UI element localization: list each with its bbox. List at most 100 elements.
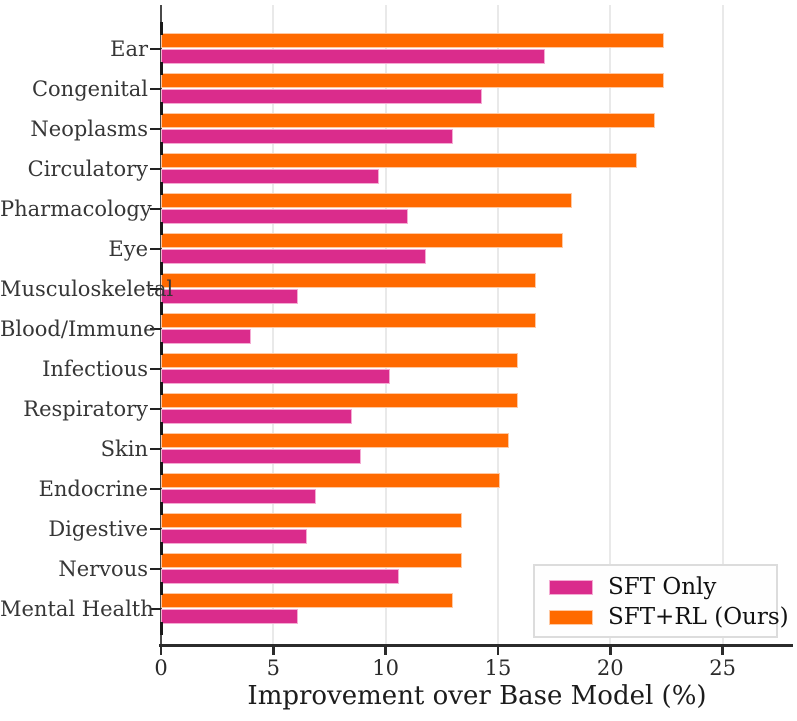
y-tick-endocrine — [150, 487, 161, 491]
x-tick-25 — [721, 647, 724, 655]
bar-sft-rl — [161, 233, 564, 248]
y-minor-tick — [159, 222, 163, 236]
category-label: Skin — [100, 436, 148, 461]
y-minor-tick — [159, 622, 163, 636]
y-tick-ear — [150, 47, 161, 51]
category-label: Eye — [108, 236, 148, 261]
bar-sft-rl — [161, 193, 573, 208]
bar-sft-only — [161, 569, 400, 584]
y-minor-tick — [159, 382, 163, 396]
category-label: Nervous — [58, 556, 148, 581]
bar-sft-only — [161, 169, 379, 184]
y-minor-tick — [159, 262, 163, 276]
bar-sft-only — [161, 529, 308, 544]
bar-sft-rl — [161, 313, 537, 328]
y-minor-tick — [159, 182, 163, 196]
x-axis-title: Improvement over Base Model (%) — [247, 681, 707, 711]
bar-sft-rl — [161, 113, 656, 128]
bar-sft-only — [161, 329, 251, 344]
bar-sft-rl — [161, 593, 454, 608]
x-axis-spine — [159, 644, 793, 647]
y-tick-nervous — [150, 567, 161, 571]
y-tick-eye — [150, 247, 161, 251]
y-minor-tick — [159, 102, 163, 116]
bar-sft-only — [161, 89, 483, 104]
legend-label-sft-only: SFT Only — [608, 574, 717, 600]
x-tick-20 — [609, 647, 612, 655]
bar-sft-only — [161, 209, 409, 224]
bar-sft-only — [161, 489, 316, 504]
x-tick-label: 25 — [709, 656, 736, 680]
bar-sft-only — [161, 369, 391, 384]
y-tick-digestive — [150, 527, 161, 531]
y-minor-tick — [159, 22, 163, 36]
x-tick-label: 15 — [484, 656, 512, 680]
category-label: Congenital — [31, 76, 148, 101]
bar-sft-rl — [161, 433, 510, 448]
bar-sft-rl — [161, 513, 463, 528]
y-minor-tick — [159, 542, 163, 556]
x-tick-5 — [272, 647, 275, 655]
gridline-x-20 — [609, 5, 612, 645]
x-tick-label: 10 — [372, 656, 399, 680]
x-tick-label: 20 — [596, 656, 624, 680]
y-minor-tick — [159, 502, 163, 516]
bar-sft-rl — [161, 273, 537, 288]
y-tick-neoplasms — [150, 127, 161, 131]
category-label: Pharmacology — [0, 196, 152, 221]
y-tick-skin — [150, 447, 161, 451]
legend-item-sft-rl: SFT+RL (Ours) — [549, 602, 789, 632]
category-label: Digestive — [48, 516, 148, 541]
bar-sft-rl — [161, 393, 519, 408]
bar-sft-rl — [161, 33, 665, 48]
y-minor-tick — [159, 302, 163, 316]
bar-sft-only — [161, 129, 454, 144]
y-minor-tick — [159, 422, 163, 436]
category-label: Respiratory — [23, 396, 148, 421]
legend-swatch-sft-only — [549, 579, 593, 595]
category-label: Musculoskeletal — [0, 276, 174, 301]
y-minor-tick — [159, 462, 163, 476]
bar-sft-only — [161, 249, 427, 264]
category-label: Ear — [110, 36, 148, 61]
bar-sft-rl — [161, 553, 463, 568]
bar-sft-rl — [161, 153, 638, 168]
bar-sft-only — [161, 449, 361, 464]
category-label: Neoplasms — [30, 116, 148, 141]
bar-sft-only — [161, 409, 352, 424]
category-label: Endocrine — [38, 476, 148, 501]
x-tick-10 — [384, 647, 387, 655]
y-tick-musculoskeletal — [150, 287, 161, 291]
category-label: Blood/Immune — [0, 316, 156, 341]
y-minor-tick — [159, 582, 163, 596]
y-tick-infectious — [150, 367, 161, 371]
bar-sft-only — [161, 289, 299, 304]
x-tick-15 — [496, 647, 500, 655]
x-tick-label: 0 — [154, 656, 168, 680]
legend-swatch-sft-rl — [549, 609, 593, 625]
category-label: Mental Health — [0, 596, 154, 621]
legend-item-sft-only: SFT Only — [549, 572, 776, 602]
legend: SFT Only SFT+RL (Ours) — [533, 564, 789, 638]
y-minor-tick — [159, 142, 163, 156]
category-label: Infectious — [42, 356, 148, 381]
bar-sft-rl — [161, 73, 665, 88]
gridline-x-25 — [721, 5, 724, 645]
y-minor-tick — [159, 62, 163, 76]
y-tick-circulatory — [150, 167, 161, 171]
bar-sft-rl — [161, 473, 501, 488]
y-minor-tick — [159, 342, 163, 356]
bar-sft-only — [161, 49, 546, 64]
bar-sft-only — [161, 609, 299, 624]
y-tick-blood-immune — [150, 327, 161, 331]
y-tick-pharmacology — [150, 207, 161, 211]
legend-label-sft-rl: SFT+RL (Ours) — [608, 604, 789, 630]
bar-sft-rl — [161, 353, 519, 368]
category-label: Circulatory — [27, 156, 148, 181]
x-tick-0 — [159, 647, 163, 655]
x-tick-label: 5 — [266, 656, 280, 680]
y-tick-mental-health — [150, 607, 161, 611]
y-tick-respiratory — [150, 407, 161, 411]
y-tick-congenital — [150, 87, 161, 91]
